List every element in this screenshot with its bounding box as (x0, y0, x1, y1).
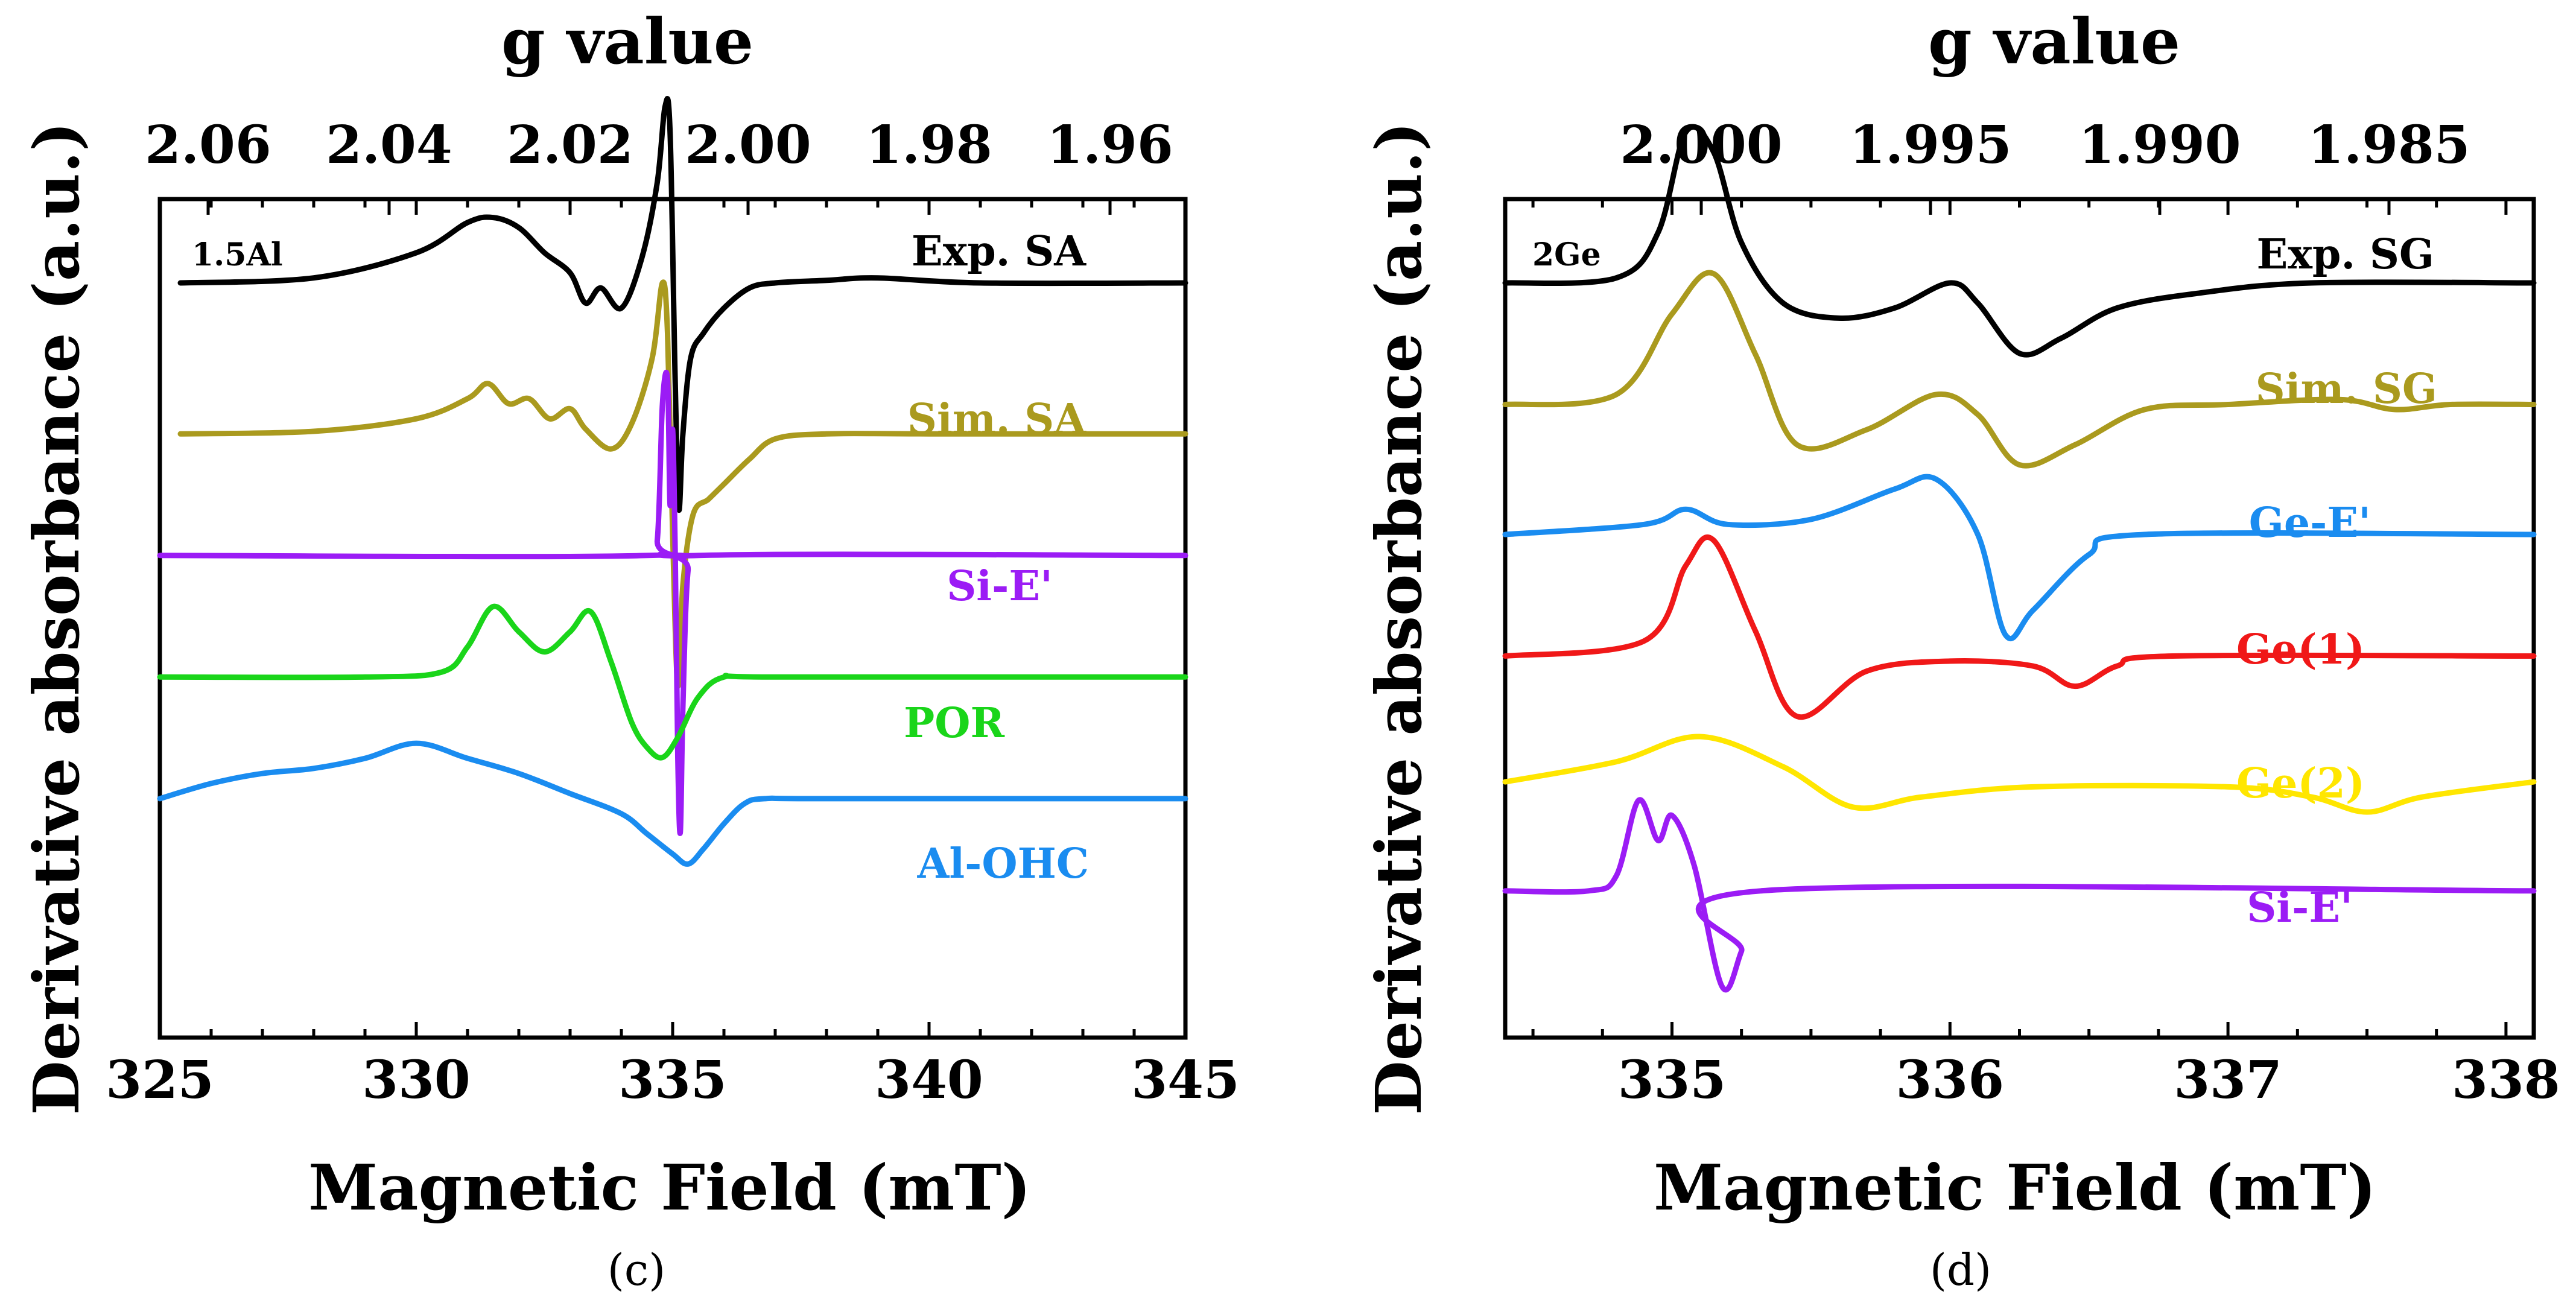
panel-caption-c: (c) (608, 1245, 666, 1295)
series-label-ge2: Ge(2) (2236, 759, 2365, 808)
series-line-si-e (1502, 797, 2537, 993)
bottom-tick-labels: 325 330 335 340 345 (106, 1050, 1240, 1111)
bottom-tick-labels: 335 336 337 338 (1618, 1050, 2560, 1111)
g-value-tick-label: 1.96 (1047, 115, 1173, 176)
series-label-al-ohc: Al-OHC (917, 840, 1089, 888)
panel-c: g value 2.06 2.04 2.02 2.00 1.98 1.96 1.5Al E… (19, 4, 1240, 1295)
panel-d: g value 2.000 1.995 1.990 1.985 2Ge Exp. SG… (1362, 4, 2560, 1295)
x-tick-label: 335 (1618, 1050, 1727, 1111)
x-tick-label: 330 (362, 1050, 471, 1111)
top-axis-title: g value (1928, 4, 2180, 78)
g-value-tick-label: 2.000 (1620, 115, 1782, 176)
series-label-por: POR (904, 699, 1004, 747)
series-line-si-e (157, 369, 1188, 836)
series-label-exp-sg: Exp. SG (2257, 230, 2434, 279)
y-axis-title: Derivative absorbance (a.u.) (19, 122, 94, 1115)
series-line-ge-2 (1502, 734, 2537, 815)
series-label-si-e: Si-E' (2247, 884, 2353, 932)
x-tick-label: 345 (1131, 1050, 1240, 1111)
g-value-tick-label: 2.06 (145, 115, 271, 176)
series-line-exp-sg (1502, 124, 2537, 358)
series-line-exp-sa (177, 96, 1188, 513)
series-line-ge-e (1502, 474, 2537, 642)
x-tick-label: 336 (1896, 1050, 2005, 1111)
g-value-tick-label: 1.995 (1849, 115, 2011, 176)
axis-ticks (1531, 199, 2508, 1038)
g-value-tick-label: 2.02 (507, 115, 633, 176)
y-axis-title: Derivative absorbance (a.u.) (1362, 122, 1436, 1115)
x-tick-label: 340 (875, 1050, 983, 1111)
series-label-exp-sa: Exp. SA (912, 227, 1087, 276)
series-line-al-ohc (157, 740, 1188, 867)
x-axis-title: Magnetic Field (mT) (1654, 1150, 2376, 1225)
g-value-tick-label: 2.00 (685, 115, 811, 176)
x-tick-label: 338 (2452, 1050, 2560, 1111)
series-label-sim-sa: Sim. SA (907, 395, 1087, 443)
g-value-tick-label: 1.990 (2078, 115, 2241, 176)
sample-label: 1.5Al (192, 236, 283, 273)
top-tick-labels: 2.06 2.04 2.02 2.00 1.98 1.96 (145, 115, 1173, 215)
panel-caption-d: (d) (1930, 1245, 1991, 1295)
series-line-por (157, 603, 1188, 761)
series-label-si-e: Si-E' (947, 562, 1053, 610)
top-axis-title: g value (501, 4, 753, 78)
g-value-tick-label: 1.98 (866, 115, 992, 176)
series-label-ge-e: Ge-E' (2249, 499, 2371, 547)
series-line-sim-sa (177, 279, 1188, 689)
series-label-sim-sg: Sim. SG (2256, 365, 2437, 413)
series-line-sim-sg (1502, 270, 2537, 469)
top-tick-labels: 2.000 1.995 1.990 1.985 (1620, 115, 2470, 215)
x-tick-label: 335 (618, 1050, 727, 1111)
spectra (157, 96, 1188, 867)
series-label-ge1: Ge(1) (2236, 626, 2365, 674)
x-tick-label: 337 (2174, 1050, 2282, 1111)
g-value-tick-label: 2.04 (326, 115, 452, 176)
x-tick-label: 325 (106, 1050, 214, 1111)
series-line-ge-1 (1502, 534, 2537, 720)
x-axis-title: Magnetic Field (mT) (308, 1150, 1031, 1225)
spectra (1502, 124, 2537, 993)
sample-label: 2Ge (1532, 236, 1601, 273)
plot-frame (1503, 197, 2536, 1040)
g-value-tick-label: 1.985 (2308, 115, 2470, 176)
